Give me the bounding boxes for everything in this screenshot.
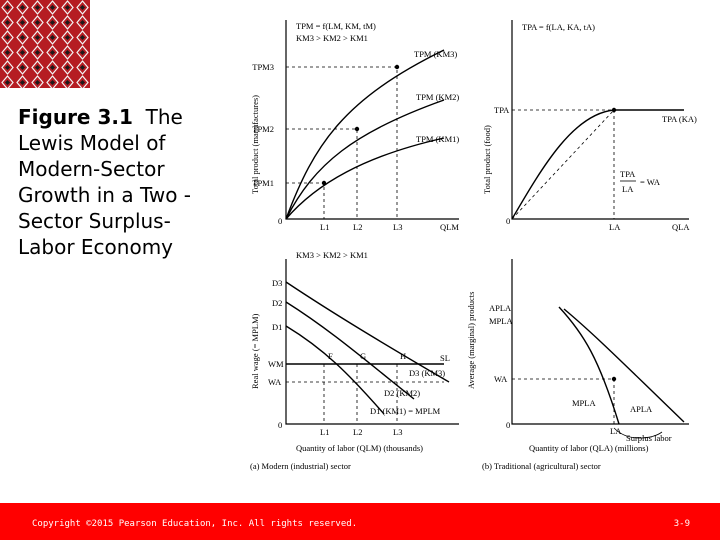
br-surplus: Surplus labor: [626, 433, 672, 443]
br-curve-ap: APLA: [630, 404, 653, 414]
tl-l1: L1: [320, 222, 329, 232]
tr-xlabel: QLA: [672, 222, 690, 232]
bl-xlabel: Quantity of labor (QLM) (thousands): [296, 443, 423, 453]
bl-point-h: H: [400, 351, 406, 361]
br-wa: WA: [494, 374, 508, 384]
br-la: LA: [610, 426, 622, 436]
bl-caption: (a) Modern (industrial) sector: [250, 461, 351, 471]
tr-equation: TPA = f(LA, KA, tA): [522, 22, 595, 32]
bl-curve-3: D3 (KM3): [409, 368, 445, 378]
tl-tpm1: TPM1: [252, 178, 274, 188]
tl-tpm3: TPM3: [252, 62, 274, 72]
bl-capital-order: KM3 > KM2 > KM1: [296, 250, 368, 260]
tl-tpm2: TPM2: [252, 124, 274, 134]
tr-ylabel: Total product (food): [482, 125, 492, 194]
figure-label: Figure 3.1: [18, 105, 133, 129]
figure-title: The Lewis Model of Modern-Sector Growth …: [18, 105, 192, 259]
bl-curve-2: D2 (KM2): [384, 388, 420, 398]
bl-point-g: G: [360, 351, 366, 361]
bl-sl: SL: [440, 353, 450, 363]
tr-ratio-num: TPA: [620, 169, 636, 179]
tr-la: LA: [609, 222, 621, 232]
br-curve-mp: MPLA: [572, 398, 596, 408]
bl-curve-1: D1 (KM1) = MPLM: [370, 406, 441, 416]
tr-origin: 0: [506, 216, 510, 226]
slide-title: Figure 3.1 The Lewis Model of Modern-Sec…: [18, 104, 223, 260]
tr-ratio-eq: = WA: [640, 177, 661, 187]
br-caption: (b) Traditional (agricultural) sector: [482, 461, 601, 471]
tl-l3: L3: [393, 222, 402, 232]
bl-l2: L2: [353, 427, 362, 437]
tr-tpa: TPA: [494, 105, 510, 115]
pattern-icon: [0, 0, 90, 88]
bl-point-f: F: [328, 351, 333, 361]
tl-l2: L2: [353, 222, 362, 232]
tl-curve-1: TPM (KM1): [416, 134, 459, 144]
br-ylabel: Average (marginal) products: [466, 292, 476, 389]
bl-origin: 0: [278, 420, 282, 430]
tl-origin: 0: [278, 216, 282, 226]
tl-equation: TPM = f(LM, KM, tM): [296, 21, 376, 31]
tr-curve: TPA (KA): [662, 114, 697, 124]
br-apla: APLA: [489, 303, 512, 313]
tl-curve-2: TPM (KM2): [416, 92, 459, 102]
bl-l3: L3: [393, 427, 402, 437]
tl-xlabel: QLM: [440, 222, 459, 232]
bl-d3: D3: [272, 278, 282, 288]
footer-bar: Copyright ©2015 Pearson Education, Inc. …: [0, 503, 720, 540]
tl-curve-3: TPM (KM3): [414, 49, 457, 59]
bl-ylabel: Real wage (= MPLM): [250, 313, 260, 389]
bl-wm: WM: [268, 359, 284, 369]
bl-l1: L1: [320, 427, 329, 437]
tl-ylabel: Total product (manufactures): [250, 95, 260, 194]
br-mpla: MPLA: [489, 316, 513, 326]
br-origin: 0: [506, 420, 510, 430]
lewis-model-diagram: TPM = f(LM, KM, tM) KM3 > KM2 > KM1 TPM3…: [250, 20, 697, 471]
slide-number: 3-9: [673, 519, 690, 529]
bl-d2: D2: [272, 298, 282, 308]
copyright-text: Copyright ©2015 Pearson Education, Inc. …: [32, 519, 358, 529]
bl-wa: WA: [268, 377, 282, 387]
br-xlabel: Quantity of labor (QLA) (millions): [529, 443, 649, 453]
tr-ratio-den: LA: [622, 184, 634, 194]
bl-d1: D1: [272, 322, 282, 332]
tl-capital-order: KM3 > KM2 > KM1: [296, 33, 368, 43]
decorative-banner: [0, 0, 90, 88]
